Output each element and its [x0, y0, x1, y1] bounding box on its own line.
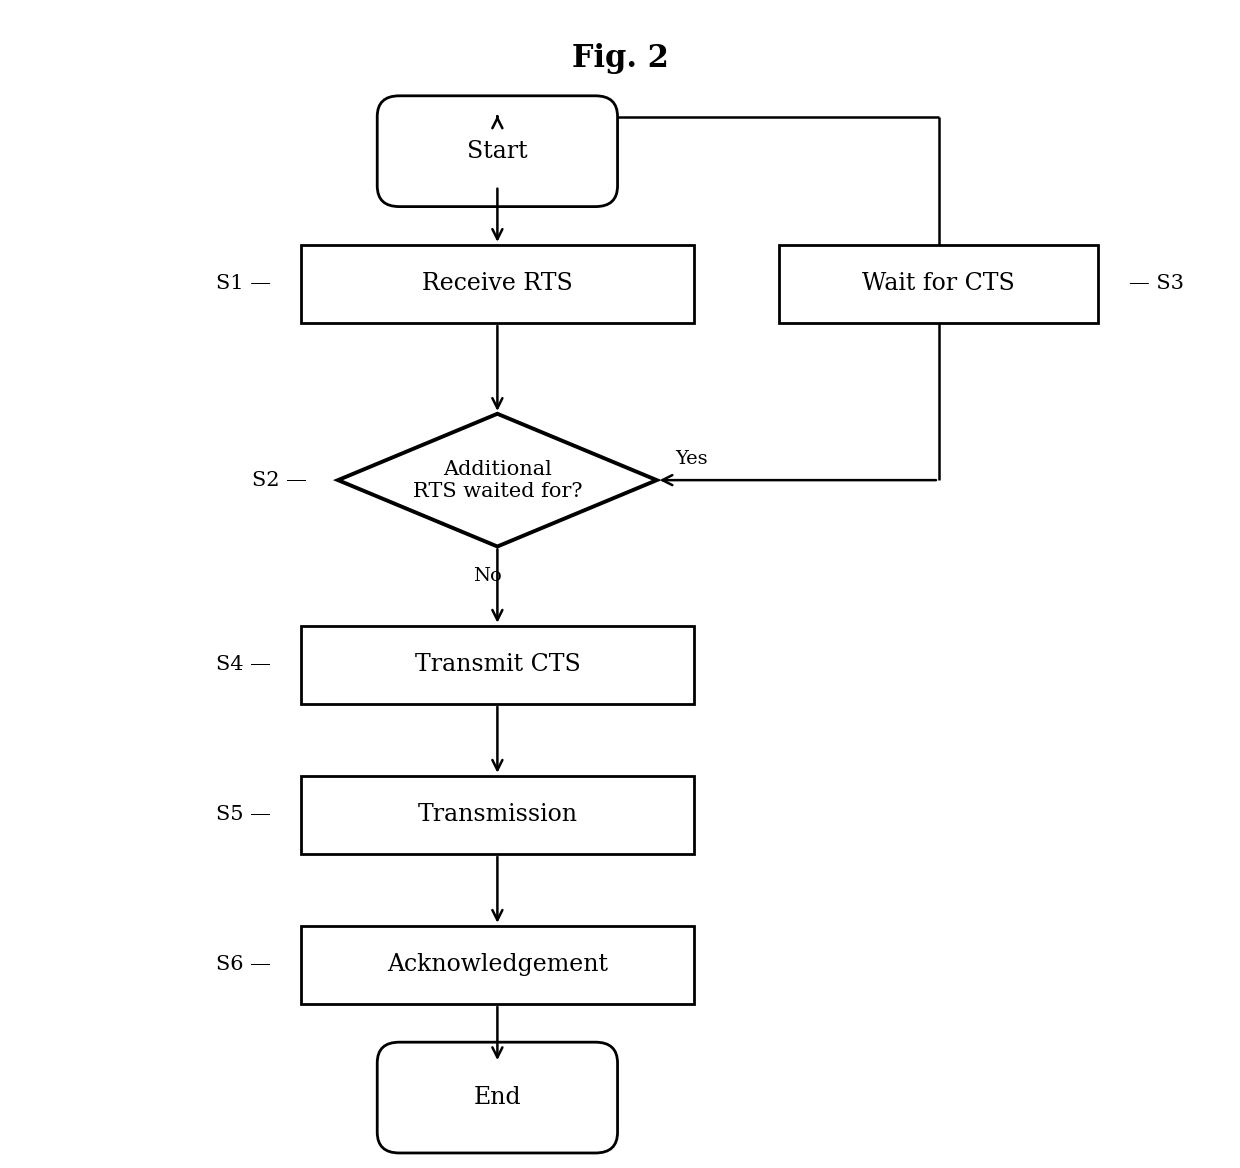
Bar — [780, 244, 1099, 324]
Bar — [301, 776, 693, 854]
Text: Fig. 2: Fig. 2 — [572, 43, 668, 75]
Polygon shape — [339, 413, 657, 547]
Text: Wait for CTS: Wait for CTS — [862, 272, 1016, 296]
Text: S1 —: S1 — — [216, 274, 270, 293]
Text: S4 —: S4 — — [216, 655, 270, 674]
Text: Transmit CTS: Transmit CTS — [414, 653, 580, 676]
Text: End: End — [474, 1086, 521, 1110]
Text: — S3: — S3 — [1128, 274, 1184, 293]
Text: Acknowledgement: Acknowledgement — [387, 953, 608, 976]
Text: No: No — [474, 568, 502, 585]
Text: Receive RTS: Receive RTS — [422, 272, 573, 296]
Text: Start: Start — [467, 140, 528, 162]
Text: Yes: Yes — [675, 451, 708, 468]
Text: S5 —: S5 — — [216, 805, 270, 825]
Text: Additional
RTS waited for?: Additional RTS waited for? — [413, 460, 582, 501]
Text: Transmission: Transmission — [418, 804, 578, 826]
FancyBboxPatch shape — [377, 1042, 618, 1153]
Bar — [301, 244, 693, 324]
Bar — [301, 925, 693, 1004]
Text: S2 —: S2 — — [253, 471, 308, 489]
Text: S6 —: S6 — — [216, 955, 270, 974]
FancyBboxPatch shape — [377, 96, 618, 207]
Bar — [301, 626, 693, 704]
